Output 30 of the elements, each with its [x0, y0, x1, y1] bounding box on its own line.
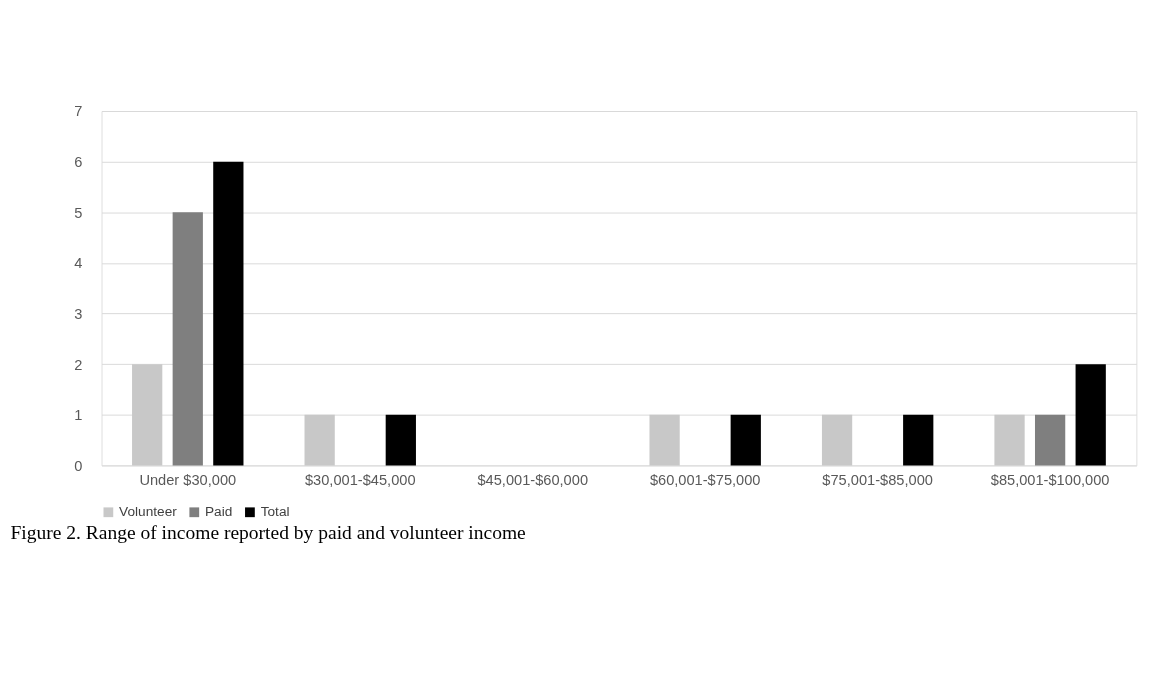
- y-tick-label: 4: [74, 255, 83, 272]
- bar: [649, 414, 680, 466]
- y-tick-label: 5: [74, 204, 83, 221]
- y-tick-label: 3: [74, 305, 83, 322]
- bar: [1075, 364, 1106, 466]
- x-tick-label: Under $30,000: [139, 472, 237, 489]
- x-tick-label: $45,001-$60,000: [477, 472, 589, 489]
- x-tick-label: $85,001-$100,000: [990, 472, 1110, 489]
- bar: [994, 414, 1025, 466]
- bar: [304, 414, 335, 466]
- bar: [172, 212, 203, 466]
- y-tick-label: 6: [74, 154, 83, 171]
- x-tick-label: $75,001-$85,000: [822, 472, 933, 489]
- y-tick-label: 7: [74, 103, 83, 120]
- bar: [213, 161, 244, 466]
- bar: [132, 364, 163, 466]
- y-tick-label: 2: [74, 356, 83, 373]
- legend-label: Paid: [205, 504, 233, 520]
- x-tick-label: $60,001-$75,000: [649, 472, 761, 489]
- bar: [385, 414, 416, 466]
- bar: [1034, 414, 1066, 466]
- legend-label: Volunteer: [119, 504, 178, 520]
- y-tick-label: 0: [74, 457, 83, 474]
- x-tick-label: $30,001-$45,000: [304, 472, 416, 489]
- y-tick-label: 1: [74, 407, 83, 424]
- bar: [730, 414, 761, 466]
- bar: [821, 414, 853, 466]
- caption: Figure 2. Range of income reported by paid and volunteer income: [10, 521, 526, 543]
- bar: [903, 414, 934, 466]
- legend-label: Total: [260, 504, 290, 520]
